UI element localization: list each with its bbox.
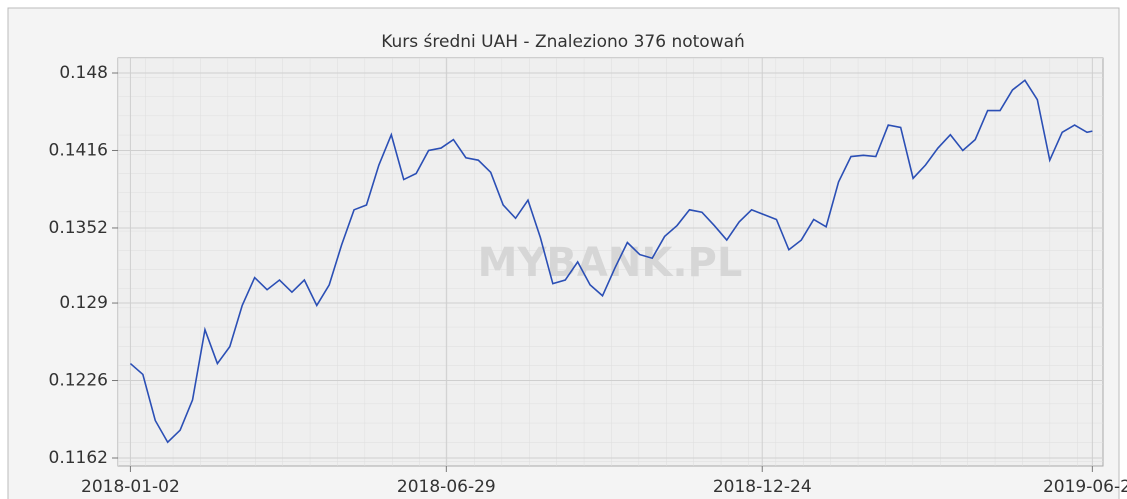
data-line (129, 79, 1093, 444)
chart-title: Kurs średni UAH - Znaleziono 376 notowań (381, 32, 745, 52)
y-tick-label: 0.129 (59, 293, 108, 313)
x-tick-label: 2019-06-28 (1043, 477, 1127, 497)
y-tick-label: 0.1416 (49, 140, 108, 160)
y-tick-label: 0.1226 (49, 371, 108, 391)
x-tick-label: 2018-12-24 (713, 477, 812, 497)
y-tick-label: 0.1162 (49, 448, 108, 468)
x-tick-label: 2018-01-02 (81, 477, 180, 497)
y-tick-label: 0.1352 (49, 218, 108, 238)
minor-grid (118, 58, 1103, 466)
y-tick-label: 0.148 (59, 63, 108, 83)
x-tick-label: 2018-06-29 (397, 477, 496, 497)
